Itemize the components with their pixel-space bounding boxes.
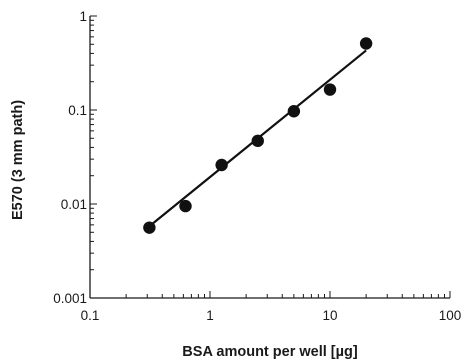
data-point <box>143 221 156 234</box>
x-axis-label: BSA amount per well [µg] <box>182 344 358 360</box>
y-axis-label: E570 (3 mm path) <box>10 100 26 220</box>
x-tick-label: 10 <box>322 308 337 323</box>
data-point <box>287 105 301 118</box>
data-point <box>359 37 373 50</box>
y-tick-label: 1 <box>79 9 87 24</box>
data-point <box>251 134 264 148</box>
y-tick-label: 0.01 <box>61 197 87 212</box>
data-point <box>179 199 192 213</box>
x-tick-label: 1 <box>206 308 214 323</box>
data-point <box>215 158 228 172</box>
ticks-group <box>89 15 451 299</box>
x-tick-label: 0.1 <box>81 308 100 323</box>
plot-frame-group <box>89 16 450 299</box>
data-points-group <box>143 37 373 234</box>
y-tick-label: 0.001 <box>53 291 87 306</box>
data-point <box>323 83 337 96</box>
y-tick-label: 0.1 <box>68 103 87 118</box>
x-tick-label: 100 <box>439 308 462 323</box>
tick-labels-group: 0.1 1 10 100 0.001 0.01 0.1 1 <box>53 9 461 323</box>
